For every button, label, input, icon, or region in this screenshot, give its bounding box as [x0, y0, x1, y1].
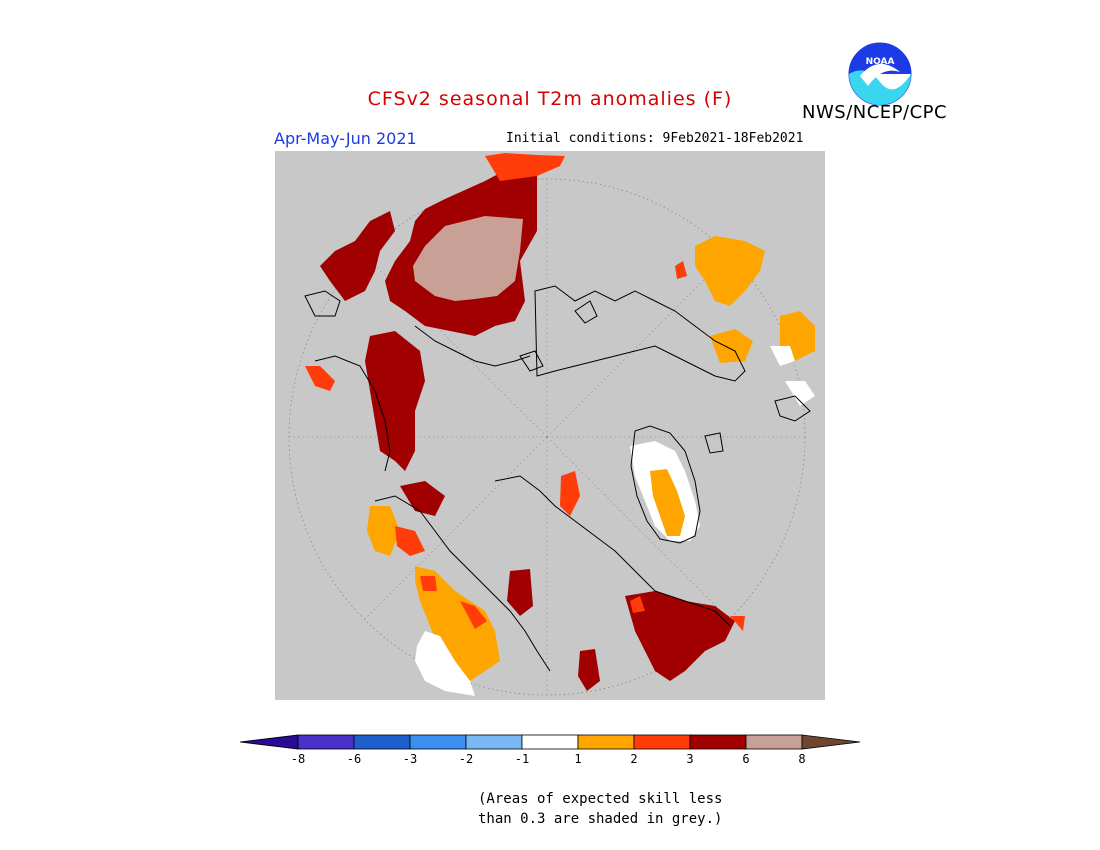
colorbar-bin: [521, 734, 579, 750]
chart-title-text: CFSv2 seasonal T2m anomalies (F): [367, 88, 733, 110]
colorbar-tick-label: -2: [459, 752, 473, 766]
colorbar-tick-label: 8: [798, 752, 805, 766]
colorbar-bin: [297, 734, 355, 750]
coastlines: [304, 285, 811, 672]
colorbar-bin: [465, 734, 523, 750]
initial-conditions-label: Initial conditions: 9Feb2021-18Feb2021: [506, 131, 804, 146]
colorbar-tick-label: -1: [515, 752, 529, 766]
colorbar-tick-label: 2: [630, 752, 637, 766]
chart-title: CFSv2 seasonal T2m anomalies (F): [0, 88, 1100, 110]
colorbar-bins: [239, 734, 861, 750]
anomaly-europe: [675, 236, 815, 406]
colorbar-bin: [353, 734, 411, 750]
colorbar: -8 -6 -3 -2 -1 1 2 3 6 8: [239, 734, 861, 766]
colorbar-tick-label: 3: [686, 752, 693, 766]
skill-note-line1: (Areas of expected skill less: [478, 791, 723, 807]
colorbar-bin: [409, 734, 467, 750]
colorbar-bin: [239, 734, 299, 750]
anomaly-alaska: [367, 506, 500, 696]
colorbar-bin: [689, 734, 747, 750]
colorbar-bin: [745, 734, 803, 750]
colorbar-bin: [577, 734, 635, 750]
colorbar-bin: [633, 734, 691, 750]
logo-text: NOAA: [866, 57, 895, 67]
polar-map: [275, 151, 825, 700]
organization-label: NWS/NCEP/CPC: [802, 102, 948, 123]
skill-note-line2: than 0.3 are shaded in grey.): [478, 811, 723, 827]
season-label: Apr-May-Jun 2021: [274, 129, 417, 148]
colorbar-ticks: -8 -6 -3 -2 -1 1 2 3 6 8: [291, 752, 806, 766]
colorbar-tick-label: -6: [347, 752, 361, 766]
colorbar-tick-label: 1: [574, 752, 581, 766]
anomaly-greenland: [560, 441, 700, 541]
colorbar-tick-label: -8: [291, 752, 305, 766]
anomaly-asia: [305, 153, 565, 516]
colorbar-tick-label: -3: [403, 752, 417, 766]
colorbar-bin: [801, 734, 861, 750]
colorbar-tick-label: 6: [742, 752, 749, 766]
anomaly-north-america: [507, 569, 745, 691]
noaa-logo: NOAA: [848, 42, 912, 106]
